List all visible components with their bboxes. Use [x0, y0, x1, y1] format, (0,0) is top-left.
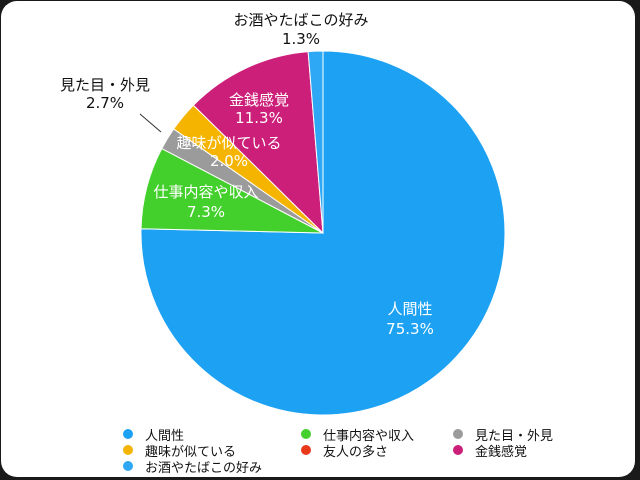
legend-label: 仕事内容や収入 [323, 428, 415, 444]
legend-item-shigoto: 仕事内容や収入 [301, 426, 453, 444]
label-shumi-name: 趣味が似ている [176, 134, 281, 152]
label-shigoto-name: 仕事内容や収入 [153, 183, 258, 201]
label-shigoto-pct: 7.3% [187, 203, 225, 221]
legend-swatch [301, 429, 311, 439]
legend-swatch [123, 429, 133, 439]
pie-slice-0 [140, 50, 506, 416]
legend-swatch [123, 445, 133, 455]
label-mitame-name: 見た目・外見 [60, 76, 150, 94]
pie-slice-6 [307, 50, 324, 234]
label-mitame-pct: 2.7% [86, 94, 124, 112]
pie-slice-5 [192, 51, 324, 235]
legend: 人間性 仕事内容や収入 見た目・外見 趣味が似ている 友人の多さ 金銭感覚 お酒… [123, 426, 603, 476]
legend-swatch [123, 461, 133, 471]
legend-item-mitame: 見た目・外見 [453, 426, 603, 444]
label-osake-name: お酒やたばこの好み [233, 11, 368, 29]
legend-swatch [453, 429, 463, 439]
legend-item-yujin: 友人の多さ [301, 442, 453, 460]
legend-swatch [301, 445, 311, 455]
leader-line [139, 113, 162, 133]
label-shumi-pct: 2.0% [210, 152, 248, 170]
label-kinsen-pct: 11.3% [235, 109, 283, 127]
label-ningensei-name: 人間性 [387, 300, 432, 318]
legend-label: お酒やたばこの好み [145, 460, 263, 476]
legend-label: 趣味が似ている [145, 444, 237, 460]
legend-swatch [453, 445, 463, 455]
label-osake-pct: 1.3% [282, 30, 320, 48]
legend-item-kinsen: 金銭感覚 [453, 442, 603, 460]
legend-label: 人間性 [145, 428, 185, 444]
legend-item-ningensei: 人間性 [123, 426, 301, 444]
label-ningensei-pct: 75.3% [386, 320, 434, 338]
legend-label: 見た目・外見 [475, 428, 554, 444]
label-kinsen-name: 金銭感覚 [229, 91, 289, 109]
legend-item-shumi: 趣味が似ている [123, 442, 301, 460]
legend-item-osake: お酒やたばこの好み [123, 458, 301, 476]
legend-label: 友人の多さ [323, 444, 389, 460]
legend-label: 金銭感覚 [475, 444, 528, 460]
